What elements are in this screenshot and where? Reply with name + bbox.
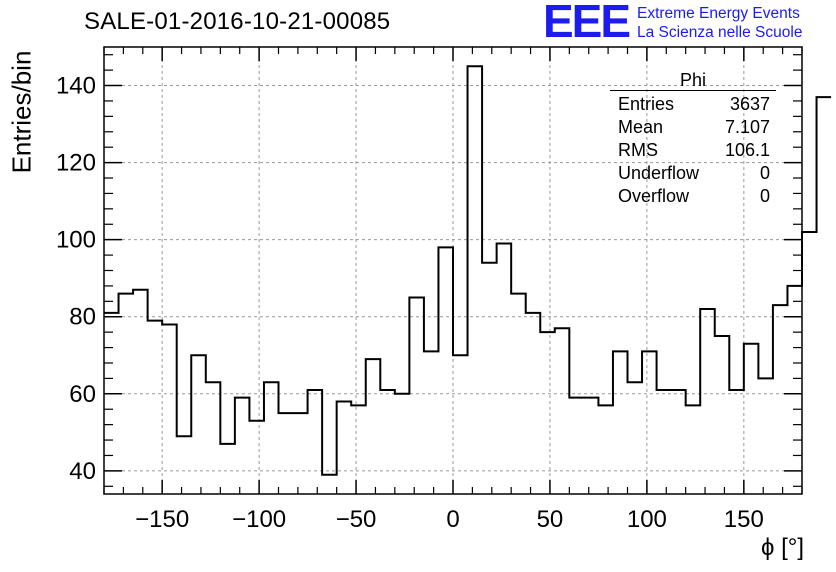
histogram-bin [148, 321, 163, 494]
x-tick-label: 0 [446, 506, 459, 533]
histogram-bin [351, 405, 366, 494]
histogram-bin [628, 382, 643, 494]
x-tick-label: 100 [627, 506, 667, 533]
stats-label: Overflow [618, 186, 690, 206]
y-tick-label: 80 [69, 304, 96, 331]
histogram-bin [322, 475, 337, 494]
stats-row-overflow: Overflow 0 [610, 185, 776, 208]
stats-value: 106.1 [724, 140, 770, 160]
histogram-bin [526, 313, 541, 494]
histogram-bin [555, 328, 570, 494]
stats-label: Underflow [618, 163, 700, 183]
logo-text: Extreme Energy Events La Scienza nelle S… [637, 4, 802, 42]
x-tick-label: −100 [232, 506, 286, 533]
histogram-bin [235, 398, 250, 494]
stats-label: Entries [618, 94, 675, 114]
histogram-bin [511, 294, 526, 494]
histogram-bin [308, 390, 323, 494]
histogram-bin [191, 355, 206, 494]
y-tick-label: 100 [56, 227, 96, 254]
histogram-bin [540, 332, 555, 494]
stats-value: 0 [759, 163, 770, 183]
histogram-bin [337, 402, 352, 494]
histogram-bin [293, 413, 308, 494]
histogram-bin [264, 382, 279, 494]
histogram-bin [642, 351, 657, 494]
x-tick-label: −150 [135, 506, 189, 533]
histogram-bin [366, 359, 381, 494]
histogram-bin [453, 355, 468, 494]
histogram-bin [715, 336, 730, 494]
histogram-bin [787, 286, 802, 494]
x-tick-label: −50 [336, 506, 377, 533]
histogram-bin [133, 290, 148, 494]
histogram-bin [249, 421, 264, 494]
stats-box: Phi Entries 3637 Mean 7.107 RMS 106.1 Un… [610, 71, 776, 208]
histogram-bin [598, 405, 613, 494]
histogram-bin [177, 436, 192, 494]
histogram-bin [657, 390, 672, 494]
histogram-bin [119, 294, 134, 494]
stats-value: 3637 [729, 94, 770, 114]
chart-title: SALE-01-2016-10-21-00085 [84, 8, 391, 35]
y-tick-label: 120 [56, 150, 96, 177]
histogram-bin [497, 244, 512, 494]
stats-value: 0 [759, 186, 770, 206]
histogram-bin [104, 313, 119, 494]
histogram-bin [482, 263, 497, 494]
histogram-bin [802, 232, 817, 494]
eee-logo: EEE [543, 0, 631, 47]
histogram-bin [817, 97, 832, 494]
logo-line-1: Extreme Energy Events [637, 5, 800, 22]
histogram-bin [409, 297, 424, 494]
logo-line-2: La Scienza nelle Scuole [637, 24, 803, 41]
histogram-bin [279, 413, 294, 494]
histogram-bin [613, 351, 628, 494]
x-axis-label: ϕ [°] [760, 534, 804, 561]
y-tick-label: 40 [69, 458, 96, 485]
histogram-bin [773, 305, 788, 494]
stats-value: 7.107 [724, 117, 770, 137]
histogram-bin [686, 405, 701, 494]
y-tick-label: 60 [69, 381, 96, 408]
stats-row-mean: Mean 7.107 [610, 116, 776, 139]
histogram-bin [569, 398, 584, 494]
histogram-bin [424, 351, 439, 494]
y-axis-label: Entries/bin [6, 50, 37, 174]
tick-labels: −150 −100 −50 0 50 100 150 40 60 80 100 120 140 [56, 73, 764, 533]
stats-label: RMS [618, 140, 658, 160]
histogram-line [104, 65, 832, 476]
histogram-bin [438, 247, 453, 494]
histogram-bin [220, 444, 235, 494]
histogram-bin [468, 66, 483, 494]
histogram-bin [729, 390, 744, 494]
stats-row-entries: Entries 3637 [610, 93, 776, 116]
stats-title: Phi [610, 71, 776, 91]
histogram-bin [758, 378, 773, 494]
x-tick-label: 150 [724, 506, 764, 533]
stats-row-rms: RMS 106.1 [610, 139, 776, 162]
histogram-bin [206, 382, 221, 494]
histogram-bin [700, 309, 715, 494]
histogram-bin [744, 344, 759, 494]
stats-label: Mean [618, 117, 664, 137]
x-tick-label: 50 [537, 506, 564, 533]
histogram-bin [671, 390, 686, 494]
histogram-bin [380, 390, 395, 494]
stats-row-underflow: Underflow 0 [610, 162, 776, 185]
histogram-bin [395, 394, 410, 494]
histogram-bin [162, 324, 177, 494]
y-tick-label: 140 [56, 73, 96, 100]
histogram-bin [584, 398, 599, 494]
